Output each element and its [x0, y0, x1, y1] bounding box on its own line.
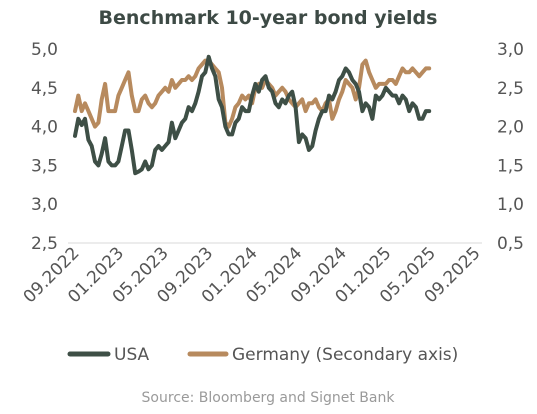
legend: USA Germany (Secondary axis) — [67, 345, 458, 365]
left-tick-label: 4,5 — [31, 79, 58, 99]
right-axis-ticks: 3,0 2,5 2,0 1,5 1,0 0,5 — [497, 40, 524, 254]
left-tick-label: 4,0 — [31, 118, 58, 138]
right-tick-label: 1,0 — [497, 195, 524, 215]
left-tick-label: 2,5 — [31, 234, 58, 254]
left-axis-ticks: 5,0 4,5 4,0 3,5 3,0 2,5 — [31, 40, 58, 254]
left-tick-label: 5,0 — [31, 40, 58, 60]
left-tick-label: 3,0 — [31, 195, 58, 215]
series-line-usa — [73, 54, 432, 176]
right-tick-label: 3,0 — [497, 40, 524, 60]
chart-title: Benchmark 10-year bond yields — [99, 7, 438, 29]
right-tick-label: 2,0 — [497, 118, 524, 138]
legend-label-germany: Germany (Secondary axis) — [232, 345, 458, 365]
source-note: Source: Bloomberg and Signet Bank — [142, 390, 396, 406]
right-tick-label: 1,5 — [497, 156, 524, 176]
right-tick-label: 0,5 — [497, 234, 524, 254]
left-tick-label: 3,5 — [31, 156, 58, 176]
right-tick-label: 2,5 — [497, 79, 524, 99]
x-axis-ticks: 09.202201.202305.202309.202301.202405.20… — [20, 243, 485, 307]
legend-label-usa: USA — [114, 345, 150, 365]
series-group — [73, 54, 432, 176]
